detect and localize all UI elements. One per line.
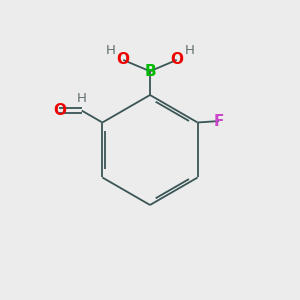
Text: B: B <box>144 64 156 79</box>
Text: H: H <box>184 44 194 57</box>
Text: H: H <box>106 44 116 57</box>
Text: O: O <box>170 52 183 68</box>
Text: H: H <box>77 92 87 105</box>
Text: O: O <box>117 52 130 68</box>
Text: O: O <box>53 103 66 118</box>
Text: F: F <box>214 113 224 128</box>
